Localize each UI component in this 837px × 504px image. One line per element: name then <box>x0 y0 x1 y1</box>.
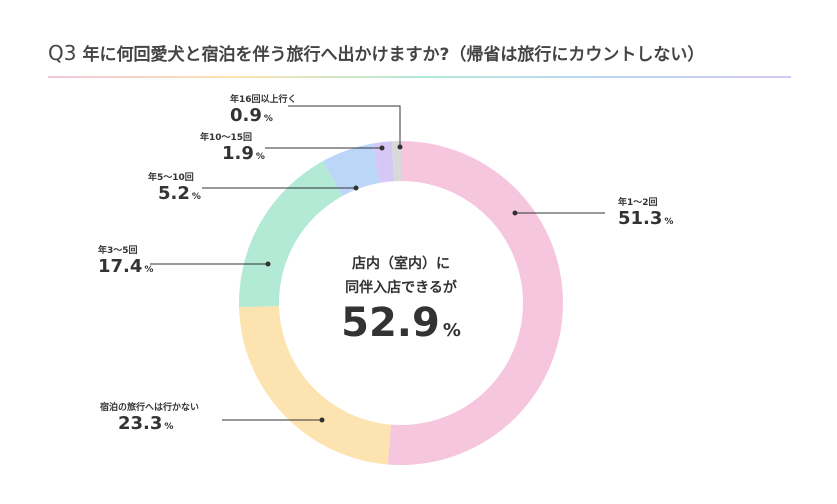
unit-label: % <box>144 265 154 275</box>
leader-dot-1 <box>319 417 325 423</box>
center-unit: % <box>442 320 461 341</box>
leader-line-5 <box>288 105 401 147</box>
category-label: 年16回以上行く <box>230 95 297 105</box>
unit-label: % <box>664 217 674 227</box>
center-annotation: 店内（室内）に 同伴入店できるが 52.9% <box>301 252 501 346</box>
value-label: 51.3 <box>618 208 663 229</box>
value-label: 5.2 <box>158 183 190 204</box>
label-1: 宿泊の旅行へは行かない 23.3% <box>100 400 199 434</box>
unit-label: % <box>191 192 201 202</box>
label-0: 年1～2回 51.3% <box>618 195 673 229</box>
chart-title: Q3 年に何回愛犬と宿泊を伴う旅行へ出かけますか?（帰省は旅行にカウントしない） <box>48 40 704 65</box>
value-label: 17.4 <box>98 256 143 277</box>
donut-slice-1 <box>239 306 392 465</box>
category-label: 年10～15回 <box>200 133 253 143</box>
center-line-2: 同伴入店できるが <box>345 280 457 296</box>
donut-slice-2 <box>239 161 343 308</box>
leader-dot-0 <box>512 210 518 216</box>
category-label: 宿泊の旅行へは行かない <box>100 403 200 413</box>
category-label: 年3～5回 <box>98 246 138 256</box>
value-label: 1.9 <box>222 143 254 164</box>
donut-slice-4 <box>372 141 395 183</box>
category-label: 年5～10回 <box>148 173 194 183</box>
donut-slice-3 <box>322 143 380 197</box>
title-underline <box>48 76 791 78</box>
label-2: 年3～5回 17.4% <box>98 243 153 277</box>
center-line-1: 店内（室内）に <box>352 256 450 272</box>
unit-label: % <box>263 114 273 124</box>
leader-dot-3 <box>353 185 359 191</box>
unit-label: % <box>164 422 174 432</box>
category-label: 年1～2回 <box>618 198 658 208</box>
leader-dot-2 <box>265 261 271 267</box>
label-4: 年10～15回 1.9% <box>200 130 265 164</box>
label-3: 年5～10回 5.2% <box>148 170 201 204</box>
title-text: 年に何回愛犬と宿泊を伴う旅行へ出かけますか?（帰省は旅行にカウントしない） <box>82 45 705 65</box>
value-label: 0.9 <box>230 105 262 126</box>
value-label: 23.3 <box>118 413 163 434</box>
leader-dot-5 <box>397 144 403 150</box>
donut-slice-5 <box>391 141 401 182</box>
question-number: Q3 <box>48 41 77 65</box>
donut-slice-0 <box>387 141 563 465</box>
leader-dot-4 <box>379 145 385 151</box>
center-value: 52.9 <box>341 300 440 346</box>
unit-label: % <box>255 152 265 162</box>
label-5: 年16回以上行く 0.9% <box>230 92 297 126</box>
